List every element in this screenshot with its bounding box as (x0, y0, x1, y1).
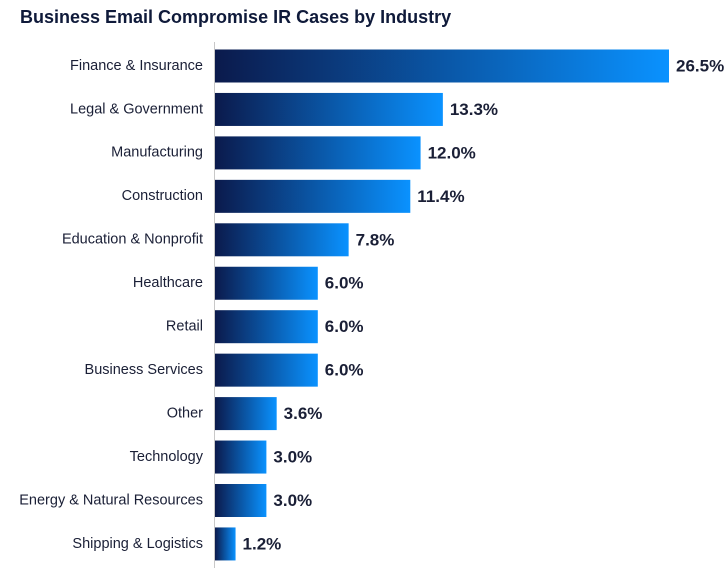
bar (215, 92, 443, 126)
value-label: 6.0% (325, 317, 364, 336)
value-label: 6.0% (325, 361, 364, 380)
bar (215, 440, 267, 474)
category-label: Legal & Government (70, 101, 203, 117)
value-label: 1.2% (243, 534, 282, 553)
bar (215, 136, 421, 170)
category-label: Manufacturing (111, 145, 203, 161)
bar (215, 266, 318, 300)
bar (215, 179, 411, 213)
value-label: 13.3% (450, 100, 498, 119)
value-label: 6.0% (325, 274, 364, 293)
category-label: Energy & Natural Resources (19, 492, 203, 508)
value-label: 26.5% (676, 56, 724, 75)
category-label: Finance & Insurance (70, 58, 203, 74)
value-label: 12.0% (428, 143, 476, 162)
bar (215, 527, 236, 561)
category-label: Other (167, 405, 203, 421)
bar (215, 397, 277, 431)
value-label: 3.0% (273, 491, 312, 510)
value-label: 7.8% (356, 230, 395, 249)
category-label: Retail (166, 319, 203, 335)
category-label: Shipping & Logistics (72, 536, 203, 552)
value-label: 11.4% (417, 187, 464, 206)
category-label: Healthcare (133, 275, 203, 291)
bar (215, 223, 349, 257)
bar (215, 310, 318, 344)
value-label: 3.0% (273, 448, 312, 467)
category-label: Education & Nonprofit (62, 232, 203, 248)
bar (215, 49, 669, 83)
category-label: Business Services (85, 362, 203, 378)
bar (215, 353, 318, 387)
value-label: 3.6% (284, 404, 323, 423)
category-label: Technology (130, 449, 204, 465)
chart-title: Business Email Compromise IR Cases by In… (20, 7, 451, 27)
bar (215, 484, 267, 517)
category-label: Construction (122, 188, 203, 204)
